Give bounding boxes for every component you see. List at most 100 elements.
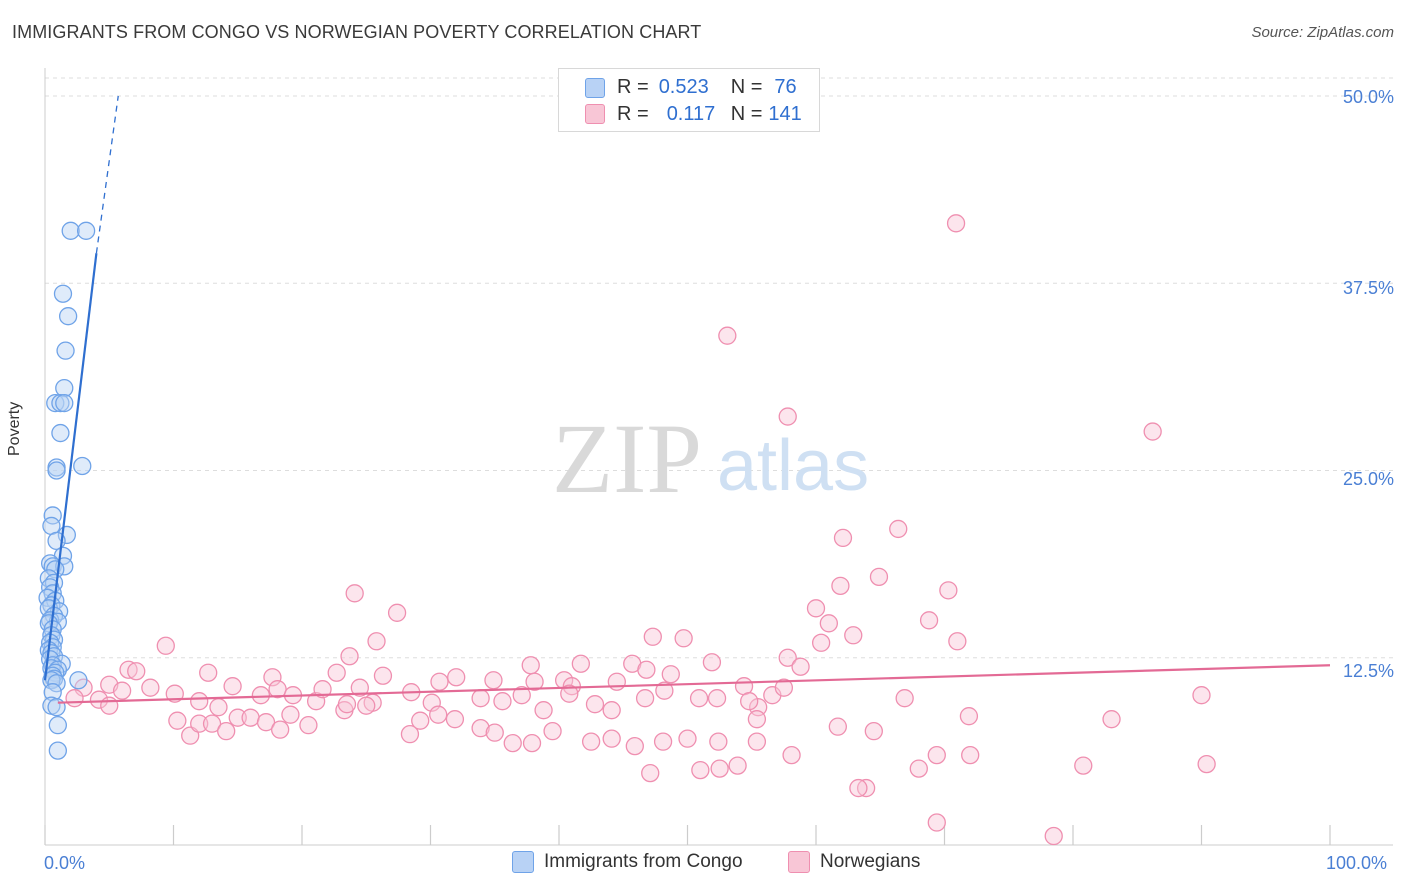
- norwegian-point: [503, 733, 522, 753]
- norwegian-point: [782, 745, 801, 765]
- norwegian-point: [747, 710, 767, 729]
- n-value: 76: [774, 75, 797, 98]
- congo-trend-line: [43, 253, 98, 681]
- norwegian-point: [560, 684, 579, 703]
- congo-points: [38, 221, 96, 760]
- norwegian-point: [806, 599, 826, 618]
- norwegian-point: [521, 656, 540, 675]
- norwegian-point: [581, 732, 601, 751]
- norwegian-point: [543, 722, 562, 741]
- legend-label: Immigrants from Congo: [544, 851, 743, 872]
- norwegian-point: [65, 689, 84, 708]
- norwegian-point: [525, 672, 544, 691]
- norwegians-points: [65, 214, 1216, 846]
- legend-item-congo[interactable]: Immigrants from Congo: [512, 851, 743, 873]
- norwegian-point: [709, 732, 728, 751]
- norwegian-point: [1102, 710, 1121, 729]
- norwegian-point: [678, 729, 697, 748]
- norwegian-point: [271, 720, 290, 739]
- y-tick-label: 50.0%: [1342, 87, 1394, 107]
- norwegian-point: [357, 696, 376, 715]
- legend-row-norwegians: R = 0.117 N = 141: [617, 101, 802, 127]
- norwegian-point: [350, 678, 369, 697]
- norwegian-point: [702, 653, 722, 672]
- norwegian-point: [168, 711, 187, 730]
- norwegian-point: [241, 708, 260, 727]
- norwegian-point: [849, 778, 868, 798]
- norwegian-point: [447, 668, 466, 687]
- norwegian-point: [819, 614, 838, 633]
- congo-legend-swatch: [512, 851, 534, 873]
- norwegian-point: [217, 722, 236, 741]
- congo-point: [76, 221, 96, 240]
- source-note: Source: ZipAtlas.com: [1251, 24, 1394, 41]
- norwegian-point: [1197, 754, 1216, 774]
- r-label: R =: [617, 75, 649, 98]
- norwegian-point: [909, 759, 928, 778]
- norwegian-point: [400, 724, 420, 744]
- congo-point: [58, 307, 78, 326]
- norwegian-point: [367, 632, 386, 651]
- norwegian-point: [112, 681, 132, 700]
- norwegian-point: [471, 689, 490, 708]
- norwegian-point: [602, 701, 621, 720]
- norwegian-point: [522, 733, 542, 753]
- norwegian-point: [831, 576, 850, 595]
- norwegian-point: [844, 626, 863, 645]
- norwegian-point: [740, 692, 759, 711]
- norwegian-point: [430, 672, 449, 691]
- watermark-atlas: atlas: [717, 426, 869, 506]
- legend-item-norwegians[interactable]: Norwegians: [788, 851, 920, 873]
- congo-point: [43, 683, 62, 702]
- grid-lines: [45, 77, 1393, 659]
- norwegian-point: [223, 677, 242, 696]
- y-tick-label: 12.5%: [1342, 661, 1394, 681]
- norwegian-point: [1143, 422, 1162, 441]
- congo-point: [48, 716, 67, 735]
- norwegian-point: [961, 745, 980, 765]
- chart-title: IMMIGRANTS FROM CONGO VS NORWEGIAN POVER…: [12, 22, 702, 42]
- norwegian-point: [778, 648, 797, 667]
- norwegian-point: [661, 665, 680, 684]
- norwegian-point: [959, 707, 979, 726]
- norwegian-point: [165, 684, 184, 703]
- norwegian-point: [919, 611, 939, 630]
- x-tick-label: 100.0%: [1326, 853, 1388, 873]
- norwegian-point: [718, 326, 737, 345]
- norwegian-point: [778, 407, 797, 426]
- norwegian-point: [927, 813, 946, 832]
- norwegian-point: [337, 695, 357, 714]
- congo-swatch: [585, 78, 605, 98]
- norwegian-point: [895, 689, 914, 708]
- norwegian-point: [512, 686, 531, 705]
- norwegian-point: [707, 689, 727, 708]
- norwegian-point: [625, 736, 644, 756]
- norwegian-point: [199, 663, 218, 682]
- norwegian-point: [471, 719, 490, 738]
- congo-point: [47, 698, 66, 717]
- norwegian-point: [869, 567, 889, 587]
- norwegian-point: [202, 714, 222, 733]
- norwegian-point: [411, 711, 430, 730]
- congo-point: [48, 741, 67, 760]
- congo-point: [51, 393, 70, 413]
- norwegian-point: [493, 692, 512, 711]
- x-tick-label: 0.0%: [44, 853, 86, 873]
- congo-point: [56, 341, 75, 360]
- n-label: N =: [730, 102, 763, 125]
- norwegian-point: [791, 657, 810, 676]
- norwegian-point: [864, 722, 883, 741]
- norwegian-point: [747, 732, 767, 751]
- norwegian-point: [281, 705, 300, 724]
- norwegian-point: [689, 689, 709, 708]
- norwegian-point: [637, 660, 656, 679]
- norwegian-point: [89, 690, 109, 709]
- congo-point: [47, 674, 66, 693]
- norwegian-point: [345, 584, 364, 603]
- norwegian-point: [710, 759, 729, 778]
- norwegian-point: [299, 716, 318, 735]
- n-label: N =: [730, 75, 763, 98]
- norwegian-point: [641, 763, 660, 783]
- norwegian-point: [927, 745, 946, 765]
- norwegian-point: [728, 756, 747, 775]
